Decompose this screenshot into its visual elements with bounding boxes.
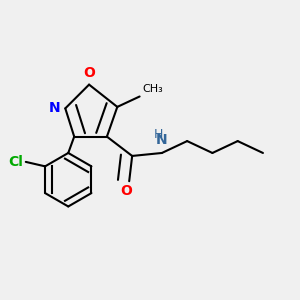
- Text: N: N: [156, 133, 168, 147]
- Text: Cl: Cl: [8, 155, 23, 169]
- Text: H: H: [154, 128, 164, 141]
- Text: O: O: [120, 184, 132, 198]
- Text: O: O: [83, 66, 95, 80]
- Text: N: N: [49, 101, 61, 116]
- Text: CH₃: CH₃: [142, 83, 163, 94]
